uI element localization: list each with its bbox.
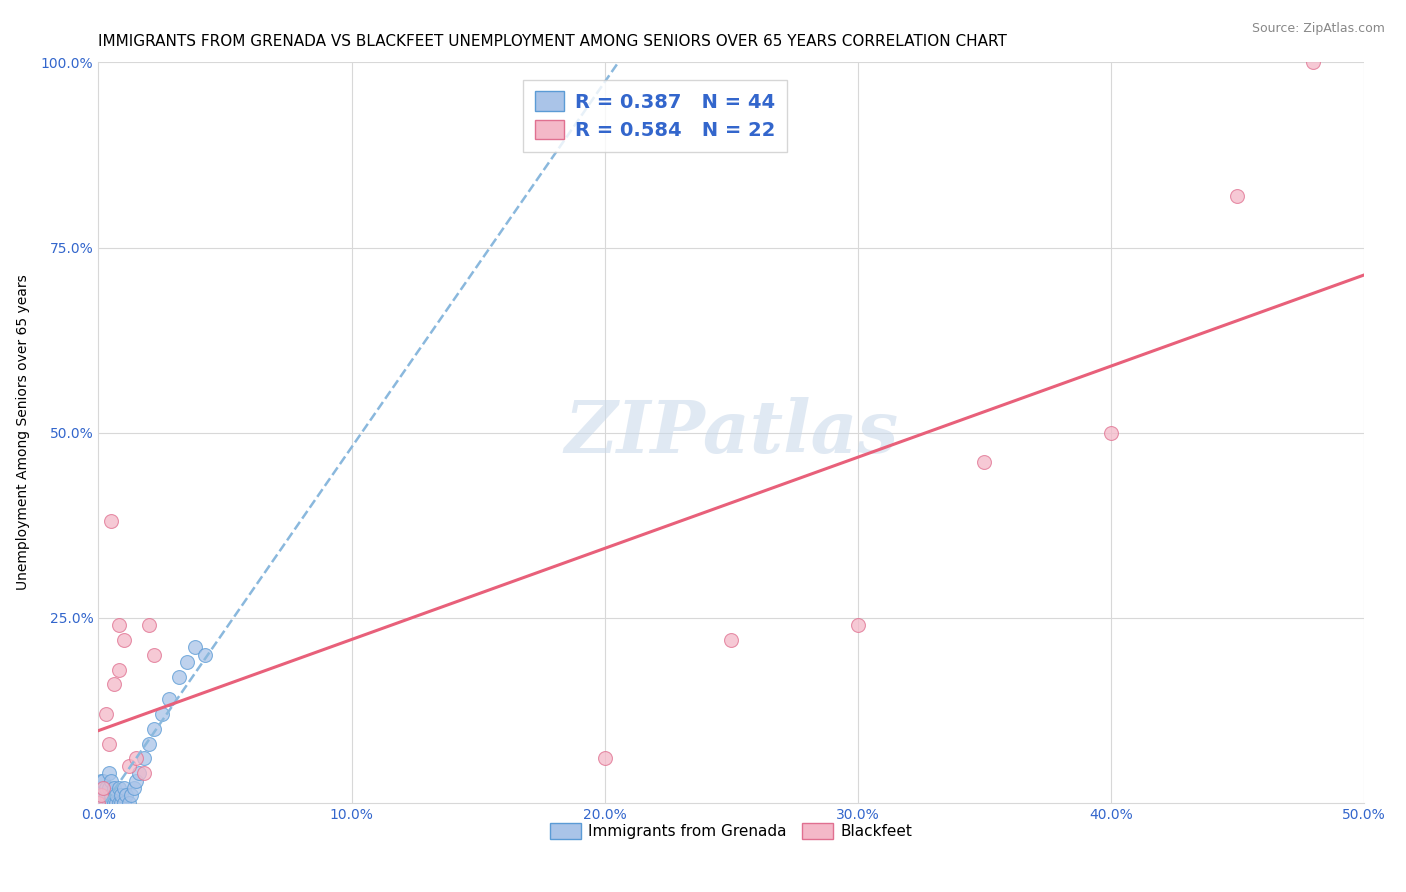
Point [97,780,120,795]
Point [87,789,110,803]
Point [100,773,122,788]
Point [107,780,129,795]
Point [93,789,115,803]
Point [128,766,150,780]
Point [1226,188,1249,202]
Point [90,780,112,795]
Point [194,648,217,662]
Point [94,789,117,803]
Point [118,758,141,772]
Point [105,796,128,810]
Point [169,670,191,684]
Point [132,751,155,765]
Y-axis label: Unemployment Among Seniors over 65 years: Unemployment Among Seniors over 65 years [15,275,30,591]
Point [103,780,125,795]
Point [1099,425,1122,440]
Point [100,789,122,803]
Point [107,796,129,810]
Point [112,796,135,810]
Point [118,796,141,810]
Point [846,618,869,632]
Legend: Immigrants from Grenada, Blackfeet: Immigrants from Grenada, Blackfeet [543,815,920,847]
Point [87,796,110,810]
Point [115,789,138,803]
Point [103,677,125,691]
Point [90,789,112,803]
Point [107,618,129,632]
Point [1302,55,1324,70]
Point [94,796,117,810]
Point [107,663,129,677]
Point [120,789,142,803]
Text: IMMIGRANTS FROM GRENADA VS BLACKFEET UNEMPLOYMENT AMONG SENIORS OVER 65 YEARS CO: IMMIGRANTS FROM GRENADA VS BLACKFEET UNE… [98,34,1007,49]
Point [94,780,117,795]
Point [94,706,117,721]
Point [720,632,742,647]
Point [125,773,148,788]
Point [110,796,132,810]
Point [593,751,616,765]
Point [143,648,166,662]
Point [973,455,995,469]
Point [87,780,110,795]
Point [97,737,120,751]
Point [105,789,128,803]
Point [100,796,122,810]
Text: ZIPatlas: ZIPatlas [564,397,898,468]
Point [183,640,205,655]
Point [93,780,115,795]
Point [122,780,145,795]
Point [90,773,112,788]
Point [138,737,160,751]
Point [90,789,112,803]
Point [125,751,148,765]
Point [110,789,132,803]
Point [100,515,122,529]
Point [132,766,155,780]
Point [103,796,125,810]
Point [143,722,166,736]
Point [90,796,112,810]
Point [93,796,115,810]
Point [112,632,135,647]
Point [112,780,135,795]
Point [97,796,120,810]
Point [176,655,198,669]
Point [87,796,110,810]
Point [93,773,115,788]
Point [138,618,160,632]
Point [150,706,173,721]
Point [97,766,120,780]
Text: Source: ZipAtlas.com: Source: ZipAtlas.com [1251,22,1385,36]
Point [157,692,180,706]
